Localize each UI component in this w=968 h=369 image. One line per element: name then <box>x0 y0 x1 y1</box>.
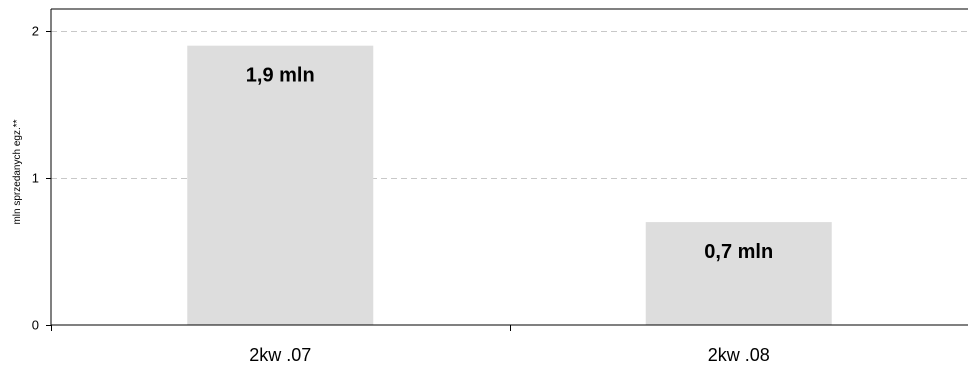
axes-layer <box>46 8 968 331</box>
bar <box>645 222 832 325</box>
bars-layer <box>187 45 832 325</box>
bar-data-label: 1,9 mln <box>246 65 315 87</box>
y-tick-label: 2 <box>32 24 39 39</box>
bar-data-label: 0,7 mln <box>704 241 773 263</box>
bar <box>187 45 374 325</box>
labels-layer: 0 1 2 1,9 mln 2kw .07 0,7 mln 2kw .08 <box>32 24 773 366</box>
y-tick-label: 1 <box>32 171 39 186</box>
x-category-label: 2kw .07 <box>249 345 311 365</box>
x-category-label: 2kw .08 <box>708 345 770 365</box>
y-axis-title: mln sprzedanych egz.** <box>12 119 23 224</box>
y-tick-label: 0 <box>32 318 39 333</box>
